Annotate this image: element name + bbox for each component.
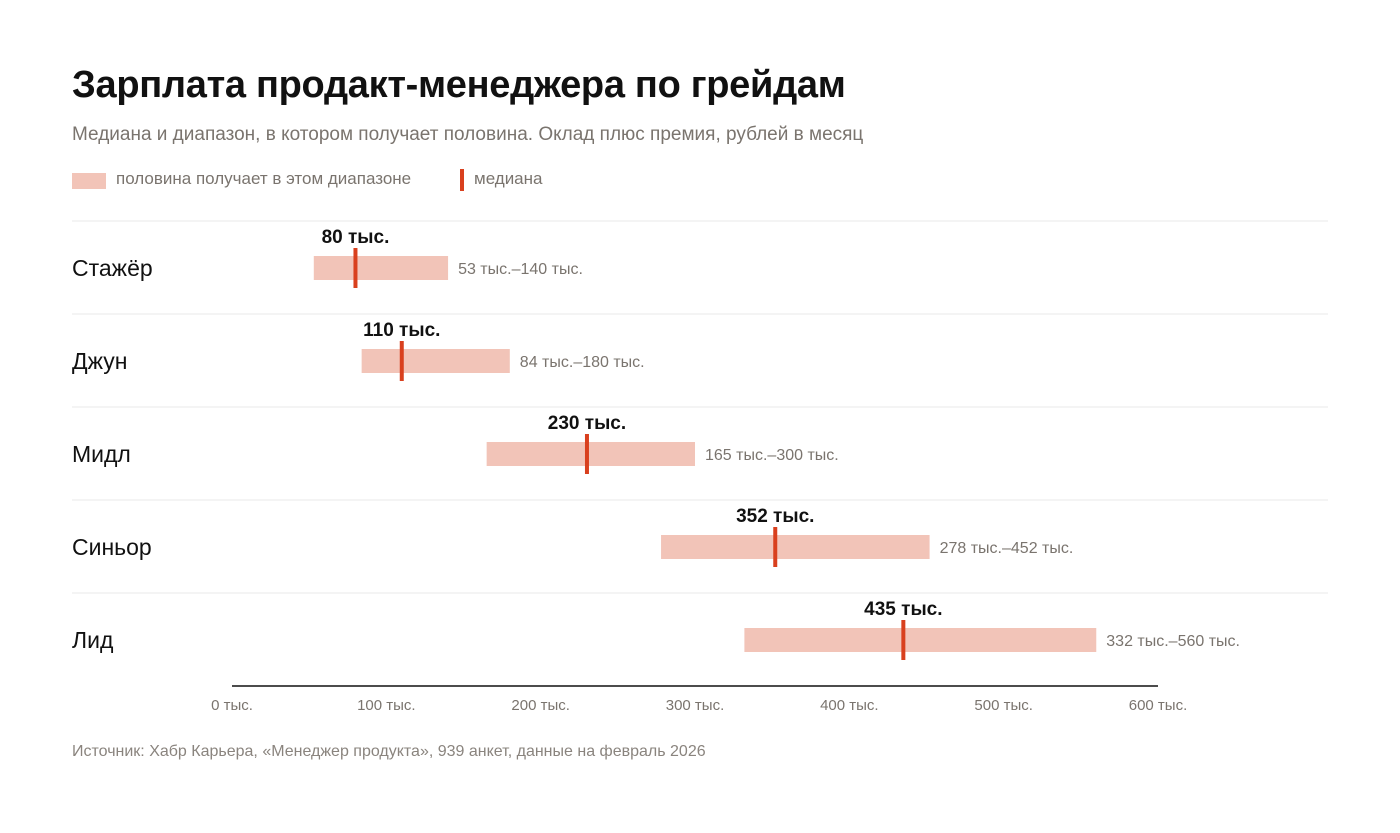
range-label: 165 тыс.–300 тыс. xyxy=(705,447,839,464)
median-label: 435 тыс. xyxy=(864,599,942,620)
median-marker xyxy=(584,434,589,474)
grade-label: Мидл xyxy=(72,441,131,467)
range-label: 53 тыс.–140 тыс. xyxy=(458,261,583,278)
x-tick-label: 600 тыс. xyxy=(1129,697,1188,714)
legend-median-label: медиана xyxy=(474,169,543,188)
median-marker xyxy=(773,527,778,567)
source-note: Источник: Хабр Карьера, «Менеджер продук… xyxy=(72,743,706,760)
grade-label: Синьор xyxy=(72,534,152,560)
legend-range-label: половина получает в этом диапазоне xyxy=(116,169,412,188)
median-marker xyxy=(399,341,404,381)
range-bar xyxy=(313,256,449,280)
median-marker xyxy=(901,620,906,660)
x-tick-label: 400 тыс. xyxy=(820,697,879,714)
range-bar xyxy=(744,628,1097,652)
range-bar xyxy=(361,349,510,373)
range-bar xyxy=(661,535,930,559)
grade-label: Стажёр xyxy=(72,255,153,281)
median-label: 352 тыс. xyxy=(736,506,814,527)
x-tick-label: 500 тыс. xyxy=(974,697,1033,714)
chart-title: Зарплата продакт-менеджера по грейдам xyxy=(72,64,846,106)
legend-range-swatch xyxy=(72,173,106,189)
range-bar xyxy=(486,442,695,466)
grade-label: Лид xyxy=(72,627,114,653)
range-label: 332 тыс.–560 тыс. xyxy=(1106,633,1240,650)
x-tick-label: 0 тыс. xyxy=(211,697,253,714)
grade-label: Джун xyxy=(72,348,127,374)
median-marker xyxy=(353,248,358,288)
range-label: 278 тыс.–452 тыс. xyxy=(940,540,1074,557)
chart-subtitle: Медиана и диапазон, в котором получает п… xyxy=(72,124,864,145)
median-label: 230 тыс. xyxy=(548,413,626,434)
x-tick-label: 300 тыс. xyxy=(666,697,725,714)
median-label: 80 тыс. xyxy=(322,227,390,248)
median-label: 110 тыс. xyxy=(363,320,440,341)
range-label: 84 тыс.–180 тыс. xyxy=(520,354,645,371)
legend-median-swatch xyxy=(460,169,464,191)
x-tick-label: 200 тыс. xyxy=(511,697,570,714)
x-tick-label: 100 тыс. xyxy=(357,697,416,714)
